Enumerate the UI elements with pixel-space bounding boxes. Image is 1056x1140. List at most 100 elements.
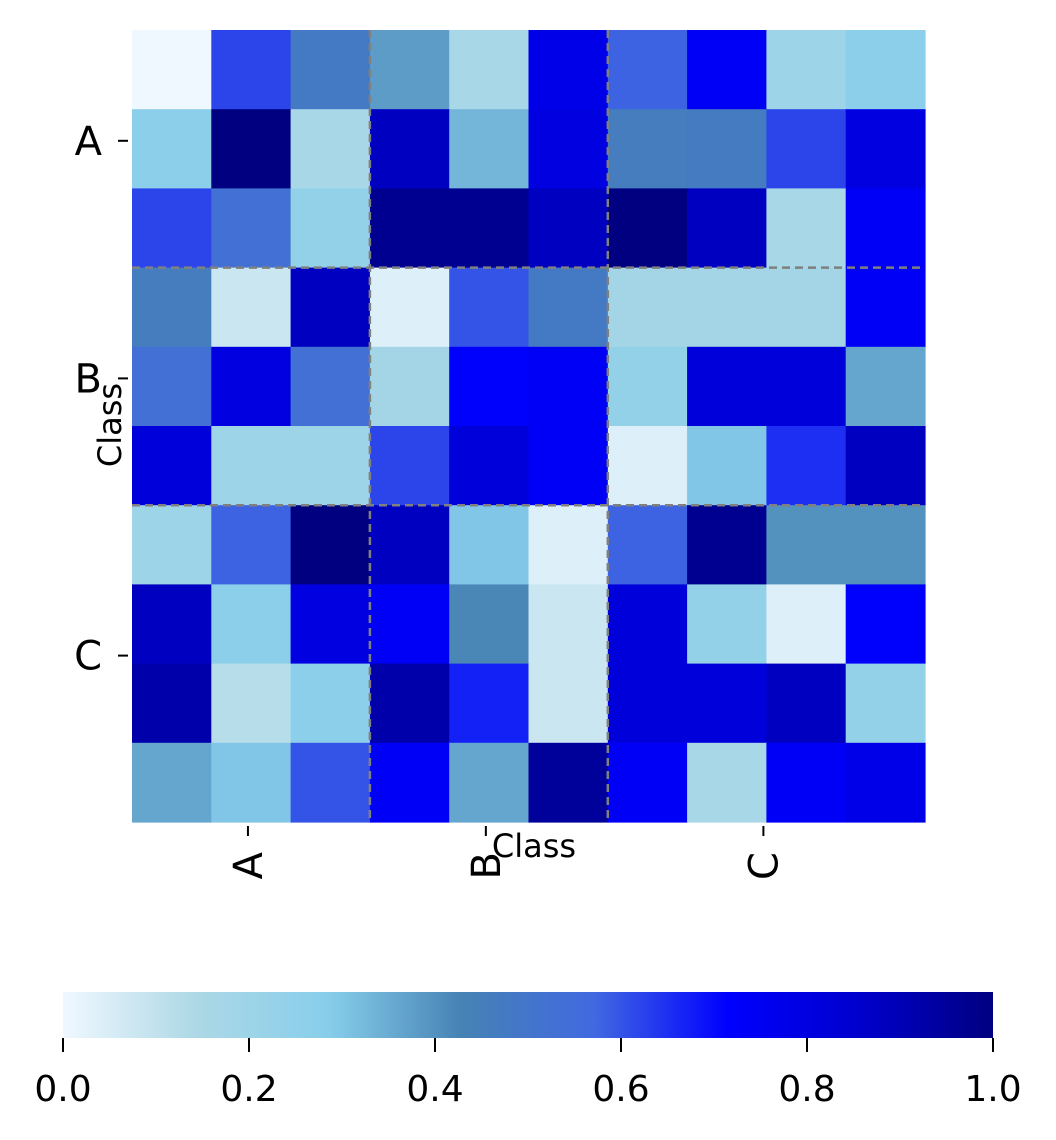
heatmap-cell <box>211 742 292 823</box>
x-axis-label: Class <box>492 827 576 865</box>
heatmap-cell <box>290 267 371 348</box>
heatmap-cell <box>211 188 292 269</box>
heatmap-cell <box>369 426 450 506</box>
heatmap-cell <box>687 267 767 348</box>
heatmap-cell <box>766 663 847 744</box>
heatmap-cell <box>607 505 688 585</box>
heatmap-cell <box>449 663 530 744</box>
heatmap-cell <box>449 742 530 823</box>
heatmap-cell <box>290 30 371 110</box>
heatmap-cell <box>369 267 450 348</box>
heatmap-cell <box>607 188 688 269</box>
heatmap-cell <box>290 584 371 665</box>
heatmap-cell <box>132 426 212 506</box>
heatmap-cell <box>687 109 767 189</box>
heatmap-cell <box>607 663 688 744</box>
heatmap-cell <box>290 663 371 744</box>
colorbar-tick-label: 1.0 <box>964 1069 1021 1110</box>
heatmap-cell <box>607 426 688 506</box>
colorbar-tick-label: 0.6 <box>592 1069 649 1110</box>
colorbar-tick-label: 0.0 <box>34 1069 91 1110</box>
heatmap-cell <box>687 188 767 269</box>
heatmap-cell <box>369 188 450 269</box>
heatmap-cell <box>449 188 530 269</box>
heatmap-cell <box>528 267 609 348</box>
heatmap-cell <box>687 584 767 665</box>
heatmap-cell <box>528 346 609 427</box>
heatmap-cell <box>845 663 926 744</box>
heatmap-cell <box>766 188 847 269</box>
heatmap-cell <box>607 267 688 348</box>
heatmap-cell <box>132 30 212 110</box>
heatmap-cell <box>211 426 292 506</box>
heatmap-cell <box>449 426 530 506</box>
heatmap-cell <box>211 109 292 189</box>
heatmap-cell <box>290 109 371 189</box>
heatmap-cell <box>845 505 926 585</box>
heatmap-cell <box>766 267 847 348</box>
heatmap-cell <box>211 30 292 110</box>
x-tick-label: B <box>464 852 510 879</box>
y-axis-ticks: A B C <box>74 119 128 680</box>
heatmap-cell <box>369 663 450 744</box>
heatmap-cell <box>687 742 767 823</box>
group-separators <box>132 30 925 822</box>
heatmap-cell <box>766 346 847 427</box>
heatmap-cell <box>687 346 767 427</box>
x-axis-ticks: A B C <box>226 826 787 880</box>
heatmap-cell <box>369 30 450 110</box>
heatmap-cell <box>845 267 926 348</box>
heatmap-cell <box>132 505 212 585</box>
y-tick-label: C <box>74 634 102 680</box>
heatmap-cell <box>132 584 212 665</box>
heatmap-cell <box>687 663 767 744</box>
heatmap-cell <box>607 584 688 665</box>
heatmap-cell <box>449 267 530 348</box>
x-tick-label: C <box>741 852 787 880</box>
heatmap-cell <box>132 742 212 823</box>
colorbar-tick-label: 0.8 <box>778 1069 835 1110</box>
heatmap-cell <box>766 426 847 506</box>
heatmap-cell <box>211 505 292 585</box>
heatmap-cell <box>845 426 926 506</box>
heatmap-cell <box>369 346 450 427</box>
heatmap-cell <box>132 663 212 744</box>
heatmap-cell <box>528 742 609 823</box>
colorbar: 0.0 0.2 0.4 0.6 0.8 1.0 <box>34 992 1022 1110</box>
y-tick-label: A <box>75 119 103 165</box>
heatmap-cell <box>369 505 450 585</box>
y-tick-label: B <box>75 356 102 402</box>
heatmap-cell <box>687 505 767 585</box>
colorbar-tick-label: 0.2 <box>220 1069 277 1110</box>
heatmap-cell <box>211 584 292 665</box>
heatmap-cell <box>528 109 609 189</box>
heatmap-cell <box>369 109 450 189</box>
heatmap-cell <box>766 505 847 585</box>
heatmap-cell <box>449 346 530 427</box>
heatmap-cell <box>132 109 212 189</box>
colorbar-tick-label: 0.4 <box>406 1069 463 1110</box>
heatmap-cell <box>607 30 688 110</box>
heatmap-cell <box>290 426 371 506</box>
heatmap-cell <box>687 426 767 506</box>
heatmap-cell <box>845 346 926 427</box>
heatmap-cells <box>132 30 926 823</box>
heatmap-cell <box>528 505 609 585</box>
heatmap-cell <box>449 505 530 585</box>
heatmap-cell <box>528 663 609 744</box>
heatmap-cell <box>211 663 292 744</box>
heatmap-cell <box>607 346 688 427</box>
heatmap-cell <box>369 584 450 665</box>
x-tick-label: A <box>226 851 272 879</box>
heatmap-cell <box>290 188 371 269</box>
heatmap-cell <box>369 742 450 823</box>
heatmap-cell <box>845 584 926 665</box>
colorbar-ticks: 0.0 0.2 0.4 0.6 0.8 1.0 <box>34 1038 1022 1110</box>
colorbar-gradient <box>63 992 993 1038</box>
heatmap-cell <box>845 742 926 823</box>
heatmap-cell <box>766 30 847 110</box>
heatmap-cell <box>687 30 767 110</box>
heatmap-cell <box>290 505 371 585</box>
heatmap-cell <box>528 584 609 665</box>
